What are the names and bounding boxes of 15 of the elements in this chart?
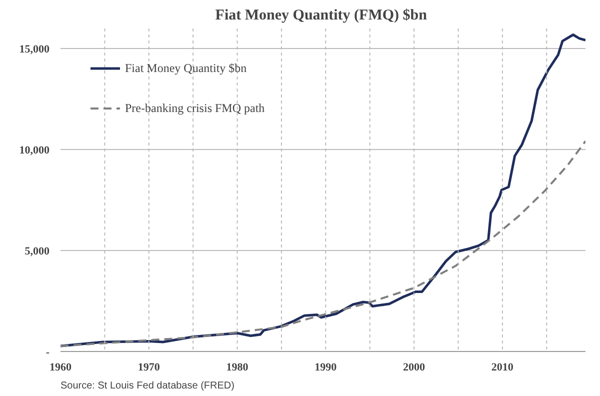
x-tick-label: 2000 (403, 362, 426, 374)
y-tick-label: - (46, 346, 50, 358)
line-series (60, 140, 586, 348)
x-tick-label: 1980 (226, 362, 249, 374)
y-tick-label: 5,000 (24, 246, 50, 258)
x-tick-label: 1990 (314, 362, 338, 374)
chart-title: Fiat Money Quantity (FMQ) $bn (215, 8, 428, 24)
legend-label: Fiat Money Quantity $bn (125, 60, 247, 76)
x-tick-label: 1970 (138, 362, 160, 374)
legend-label: Pre-banking crisis FMQ path (125, 100, 265, 116)
x-tick-label: 2010 (491, 362, 514, 374)
y-tick-label: 15,000 (19, 44, 50, 56)
x-tick-label: 1960 (50, 362, 72, 374)
y-tick-label: 10,000 (19, 144, 50, 157)
source-note: Source: St Louis Fed database (FRED) (60, 380, 234, 392)
